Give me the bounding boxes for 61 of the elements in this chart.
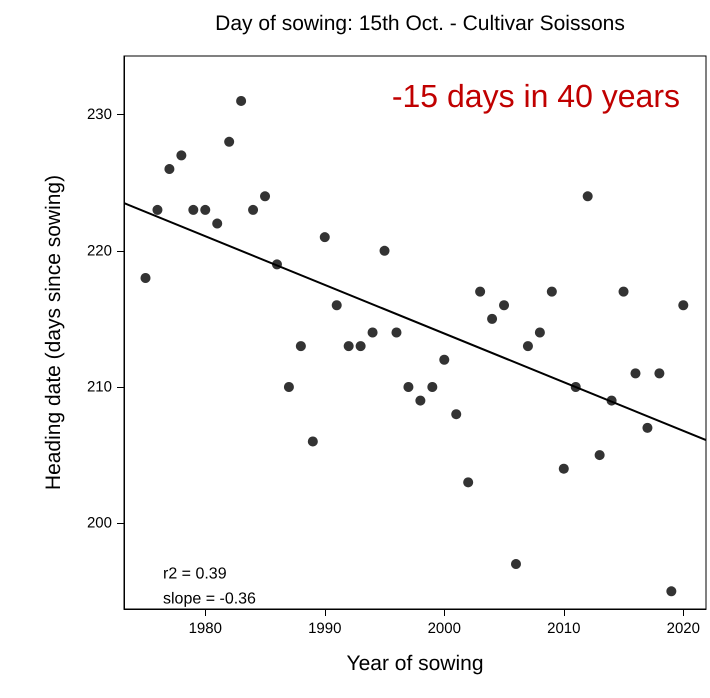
point (224, 136, 234, 147)
point (463, 477, 474, 488)
point (368, 328, 378, 338)
x-axis-title: Year of sowing (346, 652, 484, 675)
x-tick-label: 2010 (547, 620, 580, 637)
point (308, 436, 318, 446)
point (403, 382, 414, 392)
point (260, 191, 270, 202)
y-tick-label: 200 (86, 514, 112, 532)
point (510, 559, 521, 570)
point (176, 150, 186, 160)
point (284, 382, 294, 392)
point (475, 286, 486, 297)
y-axis-title: Heading date (days since sowing) (42, 174, 65, 490)
point (356, 341, 366, 352)
point (391, 328, 402, 338)
x-tick-label: 1990 (308, 620, 342, 637)
point (164, 164, 174, 174)
chart-title: Day of sowing: 15th Oct. - Cultivar Soissons (215, 12, 625, 35)
point (439, 354, 450, 365)
x-tick-label: 2000 (428, 620, 461, 637)
point (570, 382, 581, 392)
point (666, 586, 676, 596)
point (642, 422, 652, 433)
point (320, 232, 330, 242)
point (487, 314, 498, 324)
point (534, 328, 545, 338)
point (522, 341, 533, 352)
y-tick-label: 220 (86, 242, 112, 260)
point (296, 341, 306, 352)
point (630, 368, 640, 378)
point (332, 300, 342, 310)
point (380, 246, 390, 256)
y-tick-label: 210 (86, 378, 112, 396)
point (582, 191, 593, 202)
point (594, 450, 605, 460)
y-tick-label: 230 (86, 106, 112, 124)
point (152, 204, 162, 215)
point (499, 300, 510, 310)
point (248, 204, 258, 215)
point (212, 218, 222, 229)
x-tick-label: 1980 (188, 620, 222, 637)
x-tick-label: 2020 (666, 620, 700, 637)
annotation: r2 = 0.39 (163, 566, 227, 582)
point (236, 96, 246, 106)
point (415, 396, 426, 406)
point (427, 382, 438, 392)
point (654, 368, 664, 378)
point (618, 286, 629, 297)
point (546, 286, 557, 297)
point (344, 341, 354, 352)
annotation: -15 days in 40 years (392, 78, 680, 114)
point (678, 300, 688, 310)
point (200, 204, 210, 215)
point (558, 464, 569, 474)
point (272, 259, 282, 270)
point (451, 409, 462, 420)
point (188, 204, 198, 215)
point (140, 273, 151, 284)
point (606, 396, 617, 406)
annotation: slope = -0.36 (163, 590, 256, 608)
